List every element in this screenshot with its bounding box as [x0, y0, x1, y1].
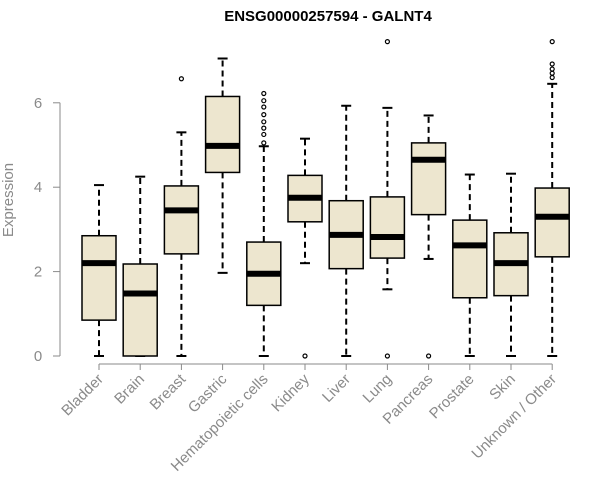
outlier-point [261, 131, 267, 138]
x-tick-label: Breast [147, 370, 190, 413]
iqr-box [122, 263, 158, 357]
outlier-point [261, 98, 267, 104]
box-series [81, 39, 570, 359]
outlier-point [549, 74, 555, 81]
box-group [163, 76, 200, 357]
outlier-point [261, 140, 267, 146]
box-group [246, 90, 282, 357]
y-tick-label: 2 [34, 264, 42, 281]
box-group [204, 57, 241, 274]
outlier-point [549, 61, 555, 67]
outlier-point [261, 112, 267, 118]
outlier-point [261, 90, 267, 97]
x-tick-label: Liver [319, 371, 354, 406]
outlier-point [302, 353, 308, 359]
y-axis-label: Expression [0, 163, 17, 237]
box-group [122, 175, 158, 357]
x-tick-label: Lung [360, 371, 396, 407]
iqr-box [410, 142, 447, 216]
y-tick-label: 0 [34, 348, 42, 365]
outlier-point [549, 70, 555, 76]
box-group [410, 114, 447, 359]
outlier-point [261, 125, 267, 131]
box-group [369, 39, 406, 359]
x-tick-label: Bladder [58, 371, 107, 420]
box-group [493, 172, 529, 357]
y-axis: 0 2 4 6 [34, 95, 61, 365]
outlier-point [261, 119, 267, 125]
iqr-box [81, 234, 117, 321]
chart-title: ENSG00000257594 - GALNT4 [224, 8, 432, 25]
iqr-box [534, 187, 570, 258]
iqr-box [369, 196, 406, 259]
box-group [287, 137, 323, 359]
outlier-point [426, 353, 432, 359]
x-tick-label: Prostate [426, 371, 478, 423]
y-tick-label: 4 [34, 179, 42, 196]
outlier-point [178, 76, 184, 82]
x-tick-label: Brain [111, 371, 148, 408]
iqr-box [452, 219, 488, 299]
box-group [328, 104, 364, 357]
outlier-point [261, 104, 267, 110]
box-group [452, 173, 488, 357]
box-group [534, 39, 570, 357]
y-tick-label: 6 [34, 95, 42, 112]
x-tick-label: Skin [486, 371, 519, 404]
box-group [81, 184, 117, 357]
x-tick-label: Kidney [268, 370, 313, 415]
outlier-point [384, 39, 390, 45]
outlier-point [549, 39, 555, 45]
iqr-box [163, 185, 200, 255]
outlier-point [549, 66, 555, 72]
iqr-box [204, 95, 241, 174]
outlier-point [384, 353, 390, 359]
